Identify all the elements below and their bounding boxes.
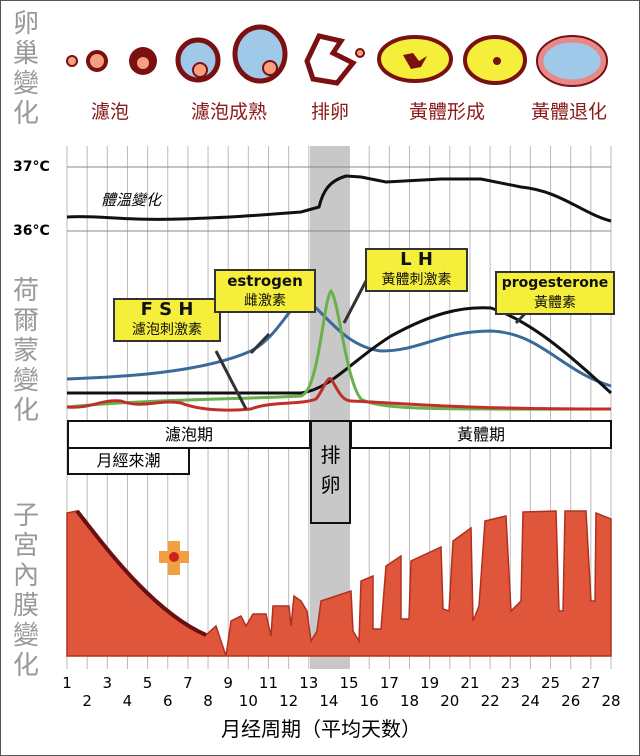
day-label: 12 (279, 692, 299, 710)
luteal-phase-box: 黃體期 (350, 420, 612, 449)
lh-curve (66, 288, 612, 411)
ovulation-box: 排卵 (310, 420, 351, 524)
day-label: 8 (203, 692, 213, 710)
day-label: 1 (62, 674, 72, 692)
day-label: 19 (420, 674, 440, 692)
lh-callout: L H 黃體刺激素 (365, 248, 468, 292)
day-label: 25 (541, 674, 561, 692)
day-label: 13 (299, 674, 319, 692)
medical-logo (159, 541, 189, 575)
day-label: 2 (82, 692, 92, 710)
day-label: 6 (162, 692, 173, 710)
fsh-curve (66, 377, 612, 412)
fsh-callout: F S H 濾泡刺激素 (113, 298, 221, 342)
temperature-curve (66, 174, 612, 223)
temp-low-label: 36°C (13, 223, 50, 239)
day-label: 26 (561, 692, 581, 710)
hormone-section-label: 荷爾蒙變化 (12, 276, 39, 426)
estrogen-cn: 雌激素 (244, 293, 286, 309)
ovary-section-label: 卵巢變化 (12, 9, 39, 129)
stage-ovulation: 排卵 (311, 101, 350, 123)
ovulation-band (310, 146, 350, 669)
day-label: 3 (102, 674, 113, 692)
day-label: 10 (238, 692, 258, 710)
day-label: 21 (460, 674, 480, 692)
day-label: 20 (440, 692, 460, 710)
day-label: 22 (480, 692, 500, 710)
fsh-cn: 濾泡刺激素 (132, 322, 202, 338)
day-label: 5 (142, 674, 153, 692)
lh-cn: 黃體刺激素 (381, 272, 452, 288)
temp-high-label: 37°C (13, 159, 50, 175)
day-label: 11 (258, 674, 279, 692)
day-label: 17 (379, 674, 399, 692)
progesterone-curve (67, 306, 613, 395)
progesterone-cn: 黃體素 (534, 295, 576, 311)
day-label: 15 (339, 674, 359, 692)
stage-follicle-mature: 濾泡成熟 (191, 101, 268, 123)
follicular-phase-box: 濾泡期 (67, 420, 311, 449)
stage-corpus-luteum-regression: 黃體退化 (531, 101, 608, 123)
endometrium-section-label: 子宮內膜變化 (12, 501, 39, 681)
estrogen-callout: estrogen 雌激素 (214, 269, 316, 313)
day-label: 16 (359, 692, 379, 710)
stage-follicle: 濾泡 (91, 101, 130, 123)
progesterone-name: progesterone (501, 275, 609, 291)
x-axis-title: 月经周期（平均天数） (221, 717, 421, 741)
day-label: 28 (601, 692, 621, 710)
progesterone-callout: progesterone 黃體素 (495, 271, 615, 315)
day-label: 27 (581, 674, 601, 692)
lh-name: L H (400, 249, 433, 270)
day-label: 9 (223, 674, 233, 692)
temperature-label: 體溫變化 (101, 191, 162, 209)
day-label: 7 (183, 674, 193, 692)
day-label: 18 (399, 692, 420, 710)
menstruation-box: 月經來潮 (67, 447, 190, 475)
day-label: 4 (122, 692, 133, 710)
day-label: 14 (319, 692, 339, 710)
estrogen-name: estrogen (227, 272, 303, 290)
ovary-illustrations (66, 24, 608, 87)
estrogen-curve (66, 299, 612, 388)
day-label: 24 (520, 692, 540, 710)
fsh-name: F S H (140, 299, 194, 320)
day-label: 23 (500, 674, 520, 692)
stage-corpus-luteum-forming: 黃體形成 (409, 101, 486, 123)
